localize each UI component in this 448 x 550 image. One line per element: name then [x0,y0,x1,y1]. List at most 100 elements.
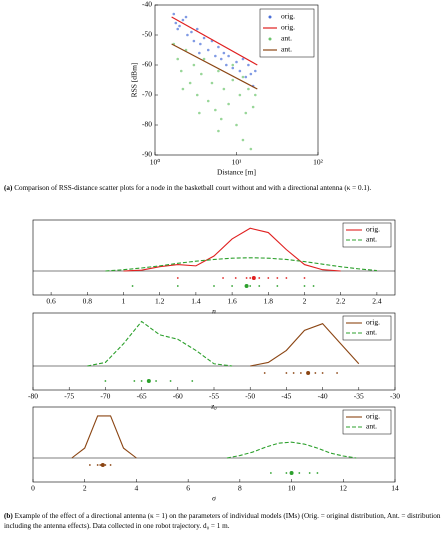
scatter-point [202,36,206,40]
scatter-point [225,63,228,67]
scatter-point [200,72,203,76]
legend-label: ant. [366,422,377,431]
caption-text: Comparison of RSS-distance scatter plots… [14,184,372,192]
density-curve [87,320,233,367]
scatter-point [238,69,242,73]
scatter-point [174,21,178,25]
sample-dot [285,372,288,374]
scatter-point [244,75,248,79]
x-axis-label: Distance [m] [217,168,256,177]
scatter-point [219,57,223,61]
caption-b: (b) Example of the effect of a direction… [4,511,444,531]
scatter-point [244,111,248,115]
sample-dot [231,285,234,287]
scatter-point [179,69,183,73]
caption-a: (a) Comparison of RSS-distance scatter p… [4,183,444,193]
sample-dot [321,372,324,374]
x-tick-label: -80 [28,392,38,401]
x-axis-label: σ [212,494,216,503]
sample-dot [249,285,252,287]
sample-dot [96,464,99,466]
scatter-point [235,123,238,127]
sample-dot [140,380,143,382]
scatter-point [253,69,257,73]
x-tick-label: 0 [31,484,35,493]
scatter-point [206,48,210,52]
y-tick-label: -80 [142,120,152,129]
x-tick-label: 14 [391,484,399,493]
legend-label: ant. [281,45,292,54]
sample-dot [316,472,319,474]
density-curve [123,227,341,272]
sample-dot [303,277,306,279]
regression-line [171,43,258,90]
y-tick-label: -40 [142,0,152,9]
scatter-point [184,15,188,19]
sample-dot [308,472,311,474]
sample-dot [176,277,179,279]
x-tick-label: 1 [122,297,126,306]
sample-dot [213,285,215,287]
sample-dot [109,464,112,466]
scatter-point [241,138,245,142]
legend-label: ant. [281,34,292,43]
x-tick-label: -30 [390,392,400,401]
x-tick-label: -60 [173,392,183,401]
legend-box [342,409,392,435]
mean-dot [100,463,105,467]
legend-marker [268,37,272,41]
scatter-point [176,27,180,31]
scatter-point [247,63,250,67]
y-tick-label: -90 [142,150,152,159]
scatter-point [198,51,201,55]
x-tick-label: 8 [238,484,242,493]
sample-dot [88,464,91,466]
scatter-point [210,81,214,85]
sample-dot [258,285,261,287]
scatter-point [176,57,180,61]
x-tick-label: -75 [64,392,74,401]
x-tick-label: -65 [137,392,147,401]
x-tick-label: -55 [209,392,219,401]
sample-dot [249,277,252,279]
density-curve [250,323,360,367]
sample-dot [131,285,134,287]
density-curve [71,415,137,459]
scatter-point [231,66,235,70]
plot-frame [32,219,396,296]
y-tick-label: -70 [142,90,152,99]
scatter-point [249,72,253,76]
density-curve [105,257,377,272]
sample-dot [299,372,302,374]
sample-dot [292,372,295,374]
legend-label: orig. [366,318,380,327]
sample-dot [312,285,315,287]
scatter-point [172,12,176,16]
scatter-point [199,42,202,46]
sample-dot [104,380,107,382]
x-tick-label: 2 [303,297,307,306]
sample-dot [269,472,272,474]
scatter-point [202,57,206,61]
x-tick-label: -45 [281,392,291,401]
sample-dot [169,380,172,382]
mean-dot [306,371,311,375]
scatter-point [192,39,196,43]
scatter-point [231,63,235,67]
scatter-point [227,102,230,106]
mean-dot [146,379,151,383]
sample-dot [176,285,179,287]
scatter-point [214,54,217,58]
scatter-point [178,24,181,28]
caption-label: (b) [4,512,13,520]
x-tick-label: -35 [354,392,364,401]
sample-dot [285,472,288,474]
y-tick-label: -60 [142,60,152,69]
scatter-point [253,93,257,97]
mean-dot [289,471,294,475]
scatter-point [238,93,242,97]
plot-frame [32,406,396,483]
x-tick-label: 10² [313,158,324,167]
caption-label: (a) [4,184,13,192]
